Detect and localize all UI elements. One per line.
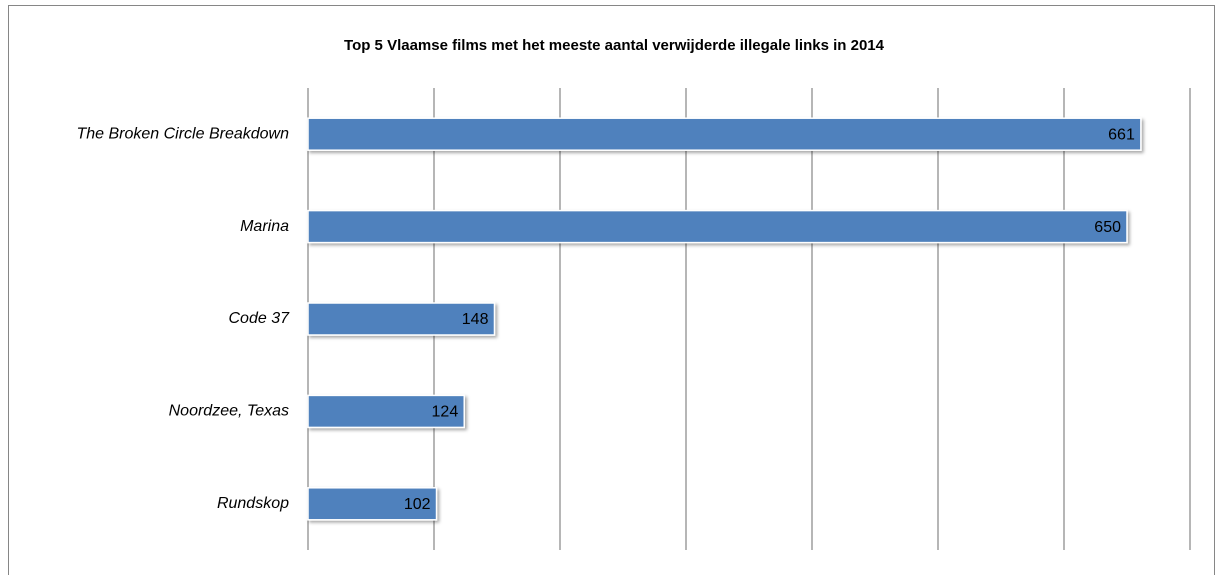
bar	[307, 302, 496, 336]
chart-title: Top 5 Vlaamse films met het meeste aanta…	[344, 37, 885, 54]
value-label: 124	[432, 404, 459, 421]
y-tick-label: Rundskop	[217, 495, 289, 512]
bar	[307, 117, 1142, 151]
chart-border	[8, 5, 1215, 575]
y-tick-label: Code 37	[229, 310, 291, 327]
value-label: 650	[1094, 219, 1121, 236]
value-label: 102	[404, 496, 431, 513]
bar	[307, 487, 438, 521]
y-tick-label: Noordzee, Texas	[169, 403, 289, 420]
value-label: 661	[1108, 126, 1135, 143]
value-label: 148	[462, 311, 489, 328]
y-tick-label: The Broken Circle Breakdown	[76, 125, 289, 142]
y-tick-label: Marina	[240, 218, 289, 235]
bar	[307, 209, 1128, 244]
bar	[307, 394, 465, 429]
